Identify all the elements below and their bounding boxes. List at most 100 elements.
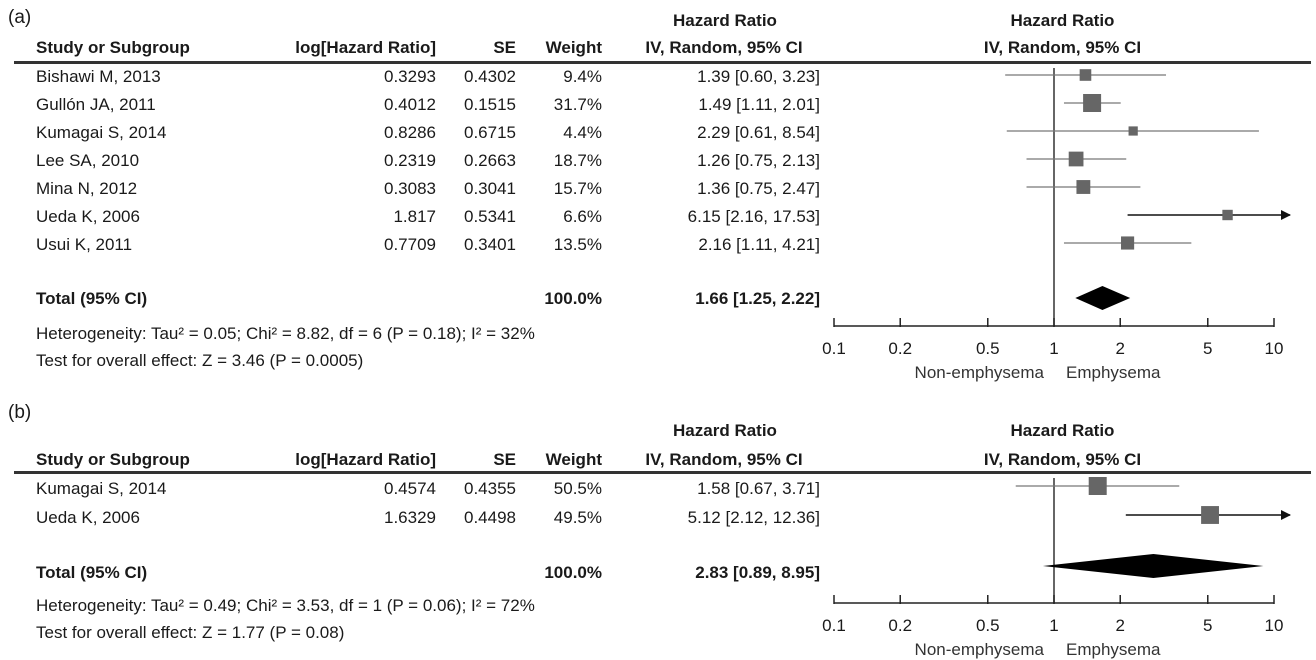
x-tick-label: 5 (1203, 616, 1212, 635)
study-name: Lee SA, 2010 (36, 151, 140, 170)
weight-value: 4.4% (563, 123, 602, 142)
pooled-diamond (1075, 286, 1131, 310)
forest-plot-a: 0.1 0.2 0.5 1 2 5 10 Non-emphysema Emphysema (822, 68, 1291, 382)
header-weight: Weight (545, 38, 602, 57)
header-se: SE (493, 450, 516, 469)
effect-marker (1088, 477, 1107, 495)
se-value: 0.4302 (464, 67, 516, 86)
log-hr-value: 0.7709 (384, 235, 436, 254)
study-name: Ueda K, 2006 (36, 207, 140, 226)
x-tick-label: 2 (1115, 616, 1124, 635)
ci-value: 1.39 [0.60, 3.23] (697, 67, 820, 86)
ci-value: 2.16 [1.11, 4.21] (698, 235, 820, 254)
se-value: 0.3401 (464, 235, 516, 254)
se-value: 0.5341 (464, 207, 516, 226)
axis-favours-right-label: Emphysema (1066, 363, 1161, 382)
total-label: Total (95% CI) (36, 563, 148, 582)
weight-value: 13.5% (553, 235, 602, 254)
ci-value: 6.15 [2.16, 17.53] (687, 207, 820, 226)
se-value: 0.6715 (464, 123, 516, 142)
x-tick-label: 2 (1115, 339, 1124, 358)
x-tick-label: 1 (1049, 616, 1058, 635)
header-hazard-ratio-group: Hazard Ratio (673, 421, 777, 440)
header-rule (14, 61, 1311, 64)
x-tick-label: 0.1 (822, 616, 846, 635)
axis-favours-left-label: Non-emphysema (915, 363, 1045, 382)
header-study: Study or Subgroup (36, 450, 190, 469)
se-value: 0.4355 (464, 479, 516, 498)
log-hr-value: 0.3083 (384, 179, 436, 198)
panel-label: (a) (8, 7, 32, 28)
x-tick-label: 0.5 (976, 616, 1000, 635)
header-rule (14, 471, 1311, 474)
effect-marker (1079, 69, 1092, 81)
header-ci: IV, Random, 95% CI (645, 38, 803, 57)
effect-marker (1068, 151, 1084, 167)
effect-marker (1128, 126, 1138, 136)
ci-value: 1.36 [0.75, 2.47] (697, 179, 820, 198)
se-value: 0.3041 (464, 179, 516, 198)
heterogeneity-text: Heterogeneity: Tau² = 0.49; Chi² = 3.53,… (36, 596, 535, 615)
header-plot-title: Hazard Ratio (1010, 11, 1115, 30)
effect-marker (1083, 94, 1102, 112)
ci-value: 1.26 [0.75, 2.13] (697, 151, 820, 170)
header-hazard-ratio-group: Hazard Ratio (673, 11, 777, 30)
weight-value: 50.5% (553, 479, 602, 498)
study-name: Gullón JA, 2011 (36, 95, 156, 114)
log-hr-value: 1.817 (393, 207, 436, 226)
pooled-diamond (1042, 554, 1264, 578)
total-label: Total (95% CI) (36, 289, 148, 308)
overall-effect-text: Test for overall effect: Z = 1.77 (P = 0… (36, 623, 345, 642)
x-tick-label: 0.5 (976, 339, 1000, 358)
axis-favours-left-label: Non-emphysema (915, 640, 1045, 659)
effect-marker (1121, 236, 1135, 250)
overall-effect-text: Test for overall effect: Z = 3.46 (P = 0… (36, 351, 364, 370)
effect-marker (1076, 180, 1091, 194)
x-tick-label: 5 (1203, 339, 1212, 358)
header-se: SE (493, 38, 516, 57)
total-weight: 100.0% (544, 563, 602, 582)
log-hr-value: 0.4012 (384, 95, 436, 114)
study-name: Kumagai S, 2014 (36, 479, 167, 498)
header-log-hr: log[Hazard Ratio] (295, 450, 436, 469)
ci-value: 1.49 [1.11, 2.01] (698, 95, 820, 114)
x-tick-label: 0.2 (888, 616, 912, 635)
study-name: Mina N, 2012 (36, 179, 138, 198)
study-name: Usui K, 2011 (36, 235, 133, 254)
weight-value: 31.7% (553, 95, 602, 114)
header-plot-ci: IV, Random, 95% CI (983, 38, 1142, 57)
se-value: 0.1515 (464, 95, 516, 114)
log-hr-value: 0.2319 (384, 151, 436, 170)
x-tick-label: 0.2 (888, 339, 912, 358)
log-hr-value: 1.6329 (384, 508, 436, 527)
weight-value: 49.5% (553, 508, 602, 527)
header-ci: IV, Random, 95% CI (645, 450, 803, 469)
ci-value: 2.29 [0.61, 8.54] (697, 123, 820, 142)
se-value: 0.2663 (464, 151, 516, 170)
header-plot-title: Hazard Ratio (1010, 421, 1115, 440)
axis-favours-right-label: Emphysema (1066, 640, 1161, 659)
header-weight: Weight (545, 450, 602, 469)
weight-value: 15.7% (553, 179, 602, 198)
x-tick-label: 10 (1265, 339, 1284, 358)
total-ci: 1.66 [1.25, 2.22] (695, 289, 820, 308)
forest-plot-b: 0.1 0.2 0.5 1 2 5 10 Non-emphysema Emphysema (822, 477, 1291, 659)
panel-label: (b) (8, 402, 32, 423)
total-weight: 100.0% (544, 289, 602, 308)
weight-value: 6.6% (563, 207, 602, 226)
total-ci: 2.83 [0.89, 8.95] (695, 563, 820, 582)
log-hr-value: 0.3293 (384, 67, 436, 86)
ci-value: 5.12 [2.12, 12.36] (687, 508, 820, 527)
weight-value: 9.4% (563, 67, 602, 86)
header-log-hr: log[Hazard Ratio] (295, 38, 436, 57)
effect-marker (1201, 506, 1219, 524)
log-hr-value: 0.4574 (384, 479, 436, 498)
heterogeneity-text: Heterogeneity: Tau² = 0.05; Chi² = 8.82,… (36, 324, 535, 343)
study-name: Kumagai S, 2014 (36, 123, 167, 142)
header-study: Study or Subgroup (36, 38, 190, 57)
forest-plot-panel-a: (a) Hazard Ratio Hazard Ratio Study or S… (8, 7, 1311, 382)
x-tick-label: 1 (1049, 339, 1058, 358)
study-name: Ueda K, 2006 (36, 508, 140, 527)
log-hr-value: 0.8286 (384, 123, 436, 142)
header-plot-ci: IV, Random, 95% CI (983, 450, 1142, 469)
